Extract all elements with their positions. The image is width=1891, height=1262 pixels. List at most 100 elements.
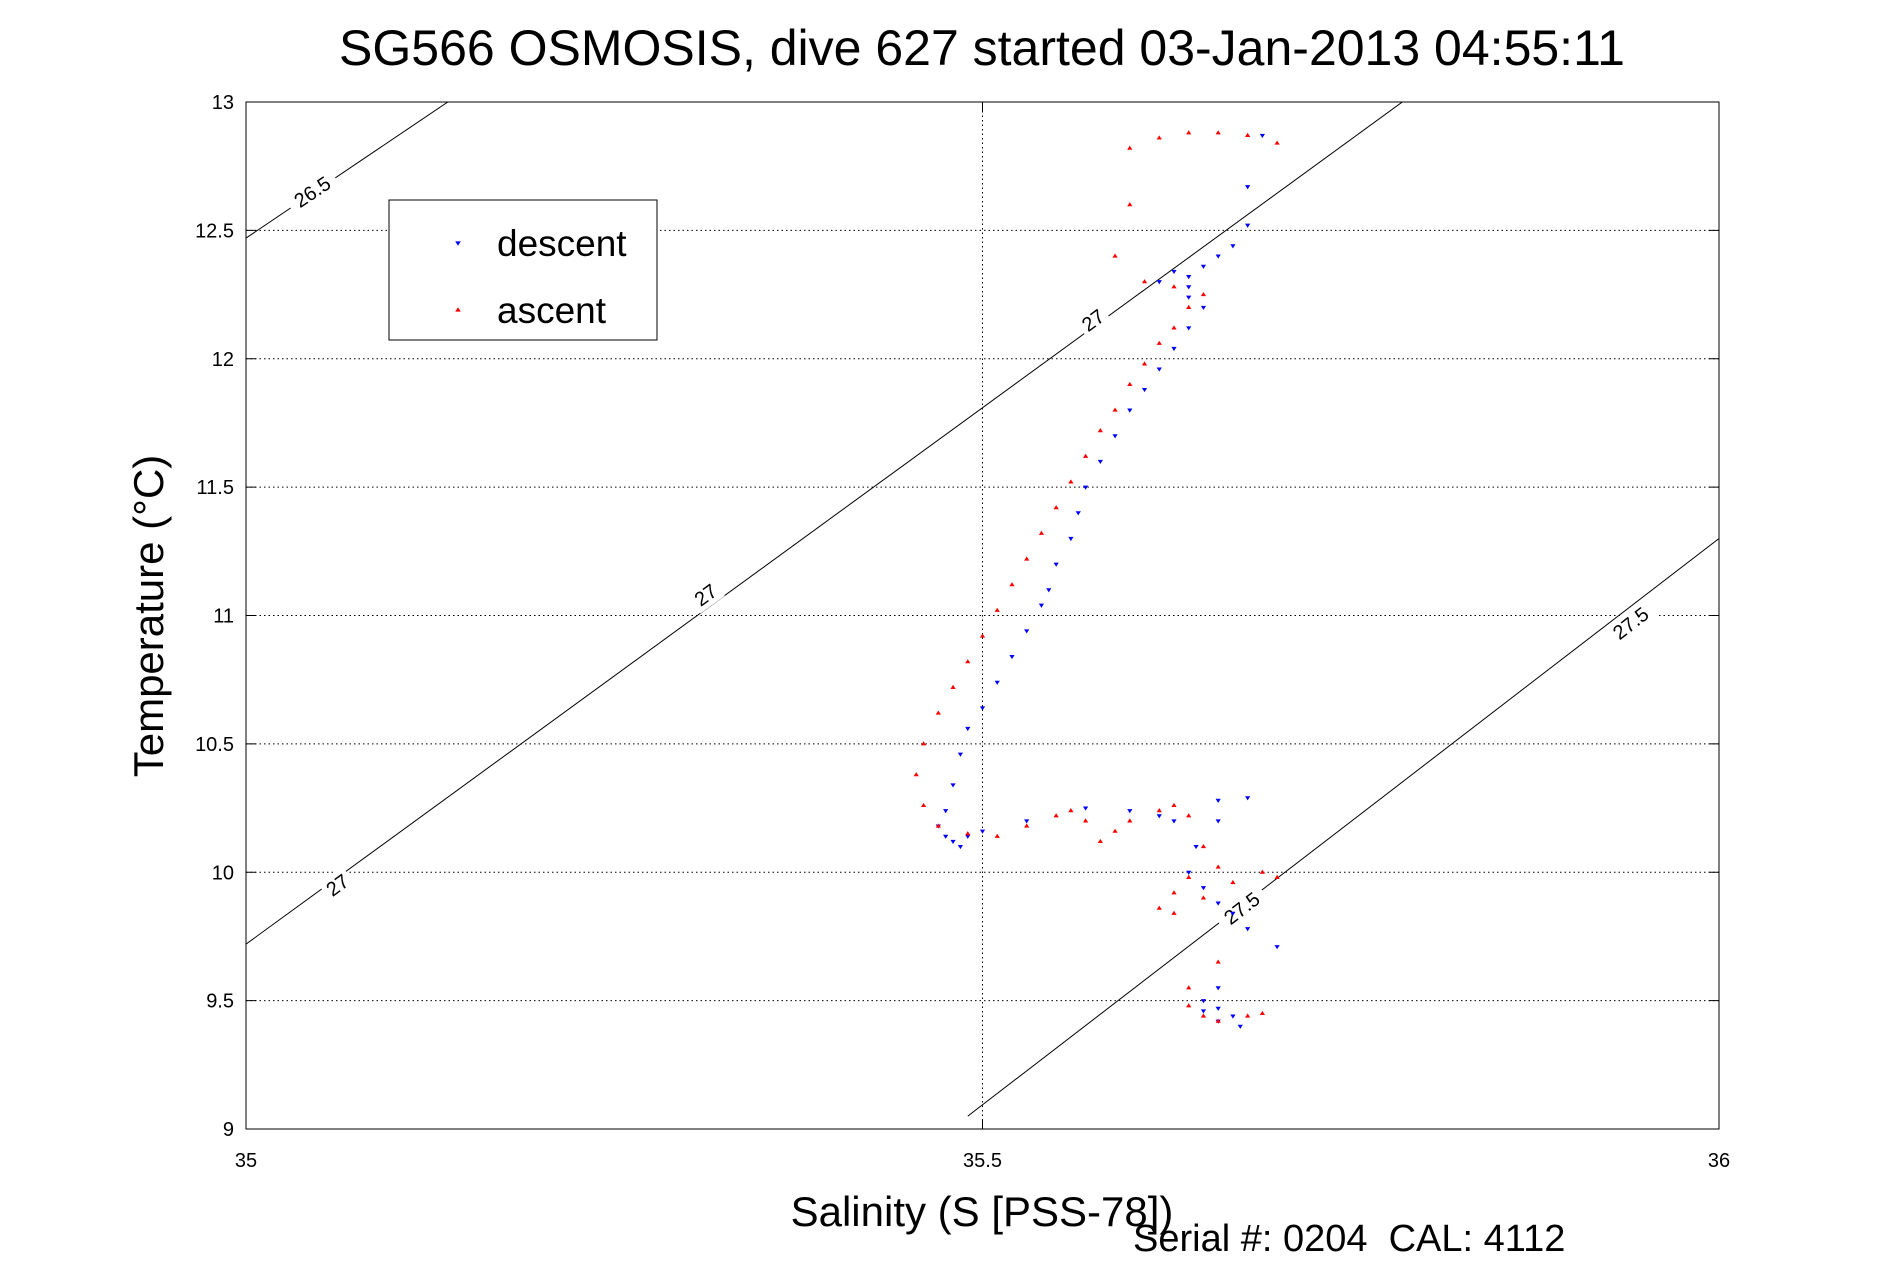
data-point-descent xyxy=(1215,1006,1221,1011)
data-point-ascent xyxy=(1230,879,1236,885)
y-tick-label: 13 xyxy=(212,92,234,114)
data-point-descent xyxy=(1112,434,1118,439)
data-point-descent xyxy=(1141,388,1148,393)
axis-ticks: 35 35.5 36 9 9.5 10 10.5 11 11.5 12 12.5 13 xyxy=(195,92,1730,1172)
data-point-descent xyxy=(1038,603,1045,608)
data-point-ascent xyxy=(1186,130,1192,135)
data-point-ascent xyxy=(1186,1003,1192,1008)
legend-marker-descent xyxy=(455,241,461,246)
y-tick-label: 12 xyxy=(212,349,234,371)
y-tick-label: 10 xyxy=(212,862,234,884)
data-point-descent xyxy=(1245,796,1251,801)
data-point-ascent xyxy=(1112,407,1118,412)
data-point-ascent xyxy=(1200,1013,1207,1018)
data-point-ascent xyxy=(950,684,956,689)
data-point-ascent xyxy=(1083,453,1089,458)
data-point-ascent xyxy=(935,710,941,715)
data-point-descent xyxy=(1156,814,1162,819)
data-point-ascent xyxy=(1141,361,1148,366)
data-point-ascent xyxy=(1186,874,1192,879)
contour-label-bg xyxy=(283,166,342,217)
data-point-descent xyxy=(1259,133,1265,138)
data-point-descent xyxy=(1237,1024,1243,1029)
data-point-ascent xyxy=(1156,808,1162,813)
data-point-ascent xyxy=(965,831,971,836)
legend-label-descent: descent xyxy=(497,223,627,264)
data-point-ascent xyxy=(1038,530,1045,535)
y-tick-label: 11 xyxy=(213,606,234,628)
data-point-descent xyxy=(957,845,964,850)
data-point-descent xyxy=(1274,945,1280,950)
data-point-ascent xyxy=(1068,808,1074,813)
data-point-descent xyxy=(965,834,971,839)
data-point-ascent xyxy=(1127,202,1133,207)
data-point-ascent xyxy=(1127,145,1133,150)
x-tick-label: 35.5 xyxy=(963,1150,1002,1172)
data-point-descent xyxy=(1215,254,1221,259)
data-point-ascent xyxy=(1215,130,1221,135)
data-point-descent xyxy=(1200,886,1207,891)
data-point-ascent xyxy=(979,633,986,638)
data-point-ascent xyxy=(1245,1013,1251,1018)
density-contours xyxy=(246,102,1719,1117)
data-point-ascent xyxy=(994,607,1000,612)
y-tick-label: 12.5 xyxy=(195,220,234,242)
data-point-ascent xyxy=(965,659,971,664)
data-point-descent xyxy=(1215,901,1221,906)
data-point-descent xyxy=(1097,459,1103,465)
contour-label-bg xyxy=(1073,301,1113,339)
data-point-ascent xyxy=(1024,556,1030,561)
data-point-ascent xyxy=(1215,959,1221,964)
data-point-ascent xyxy=(1171,910,1177,915)
data-point-ascent xyxy=(1171,325,1177,330)
data-point-ascent xyxy=(1156,905,1162,910)
data-point-ascent xyxy=(1141,279,1148,284)
data-point-ascent xyxy=(1053,813,1059,818)
data-point-descent xyxy=(1127,809,1133,814)
data-point-descent xyxy=(1215,819,1221,824)
data-point-descent xyxy=(1230,911,1236,916)
data-point-descent xyxy=(1075,511,1081,516)
data-point-ascent xyxy=(1200,291,1207,297)
data-point-descent xyxy=(943,809,949,814)
data-point-ascent xyxy=(1186,304,1192,309)
data-point-ascent xyxy=(913,772,919,777)
chart-title: SG566 OSMOSIS, dive 627 started 03-Jan-2… xyxy=(339,20,1625,76)
series-descent xyxy=(935,133,1280,1029)
data-point-ascent xyxy=(920,741,927,746)
data-point-descent xyxy=(950,839,956,845)
data-point-ascent xyxy=(1127,818,1133,823)
data-point-descent xyxy=(1215,986,1221,991)
data-point-descent xyxy=(1186,295,1192,300)
data-point-descent xyxy=(994,680,1000,685)
data-point-descent xyxy=(1200,999,1207,1004)
y-tick-label: 11.5 xyxy=(197,477,234,499)
data-point-descent xyxy=(950,783,956,788)
data-point-descent xyxy=(1200,264,1207,269)
y-axis-label: Temperature (°C) xyxy=(125,455,172,778)
y-tick-label: 9 xyxy=(223,1119,234,1141)
data-point-descent xyxy=(1186,326,1192,331)
legend-marker-ascent xyxy=(455,307,461,312)
data-point-descent xyxy=(1200,305,1207,310)
data-point-ascent xyxy=(1053,505,1059,510)
data-point-ascent xyxy=(1112,828,1118,833)
data-point-ascent xyxy=(1215,864,1221,869)
data-point-descent xyxy=(943,834,949,839)
data-point-descent xyxy=(1245,185,1251,190)
data-point-ascent xyxy=(1274,140,1280,145)
data-point-descent xyxy=(965,726,971,732)
data-point-ascent xyxy=(1245,132,1251,137)
data-point-descent xyxy=(1127,408,1133,413)
data-point-descent xyxy=(1156,280,1162,285)
legend-box xyxy=(388,199,658,341)
contour-label-bg xyxy=(1601,597,1660,650)
data-point-descent xyxy=(1009,655,1015,660)
data-point-ascent xyxy=(1009,582,1015,587)
data-point-ascent xyxy=(1259,869,1265,874)
data-point-ascent xyxy=(1097,838,1103,843)
data-point-descent xyxy=(1186,870,1192,875)
density-contour-line xyxy=(246,102,1403,945)
data-point-descent xyxy=(1171,819,1177,824)
data-point-descent xyxy=(1215,798,1221,803)
